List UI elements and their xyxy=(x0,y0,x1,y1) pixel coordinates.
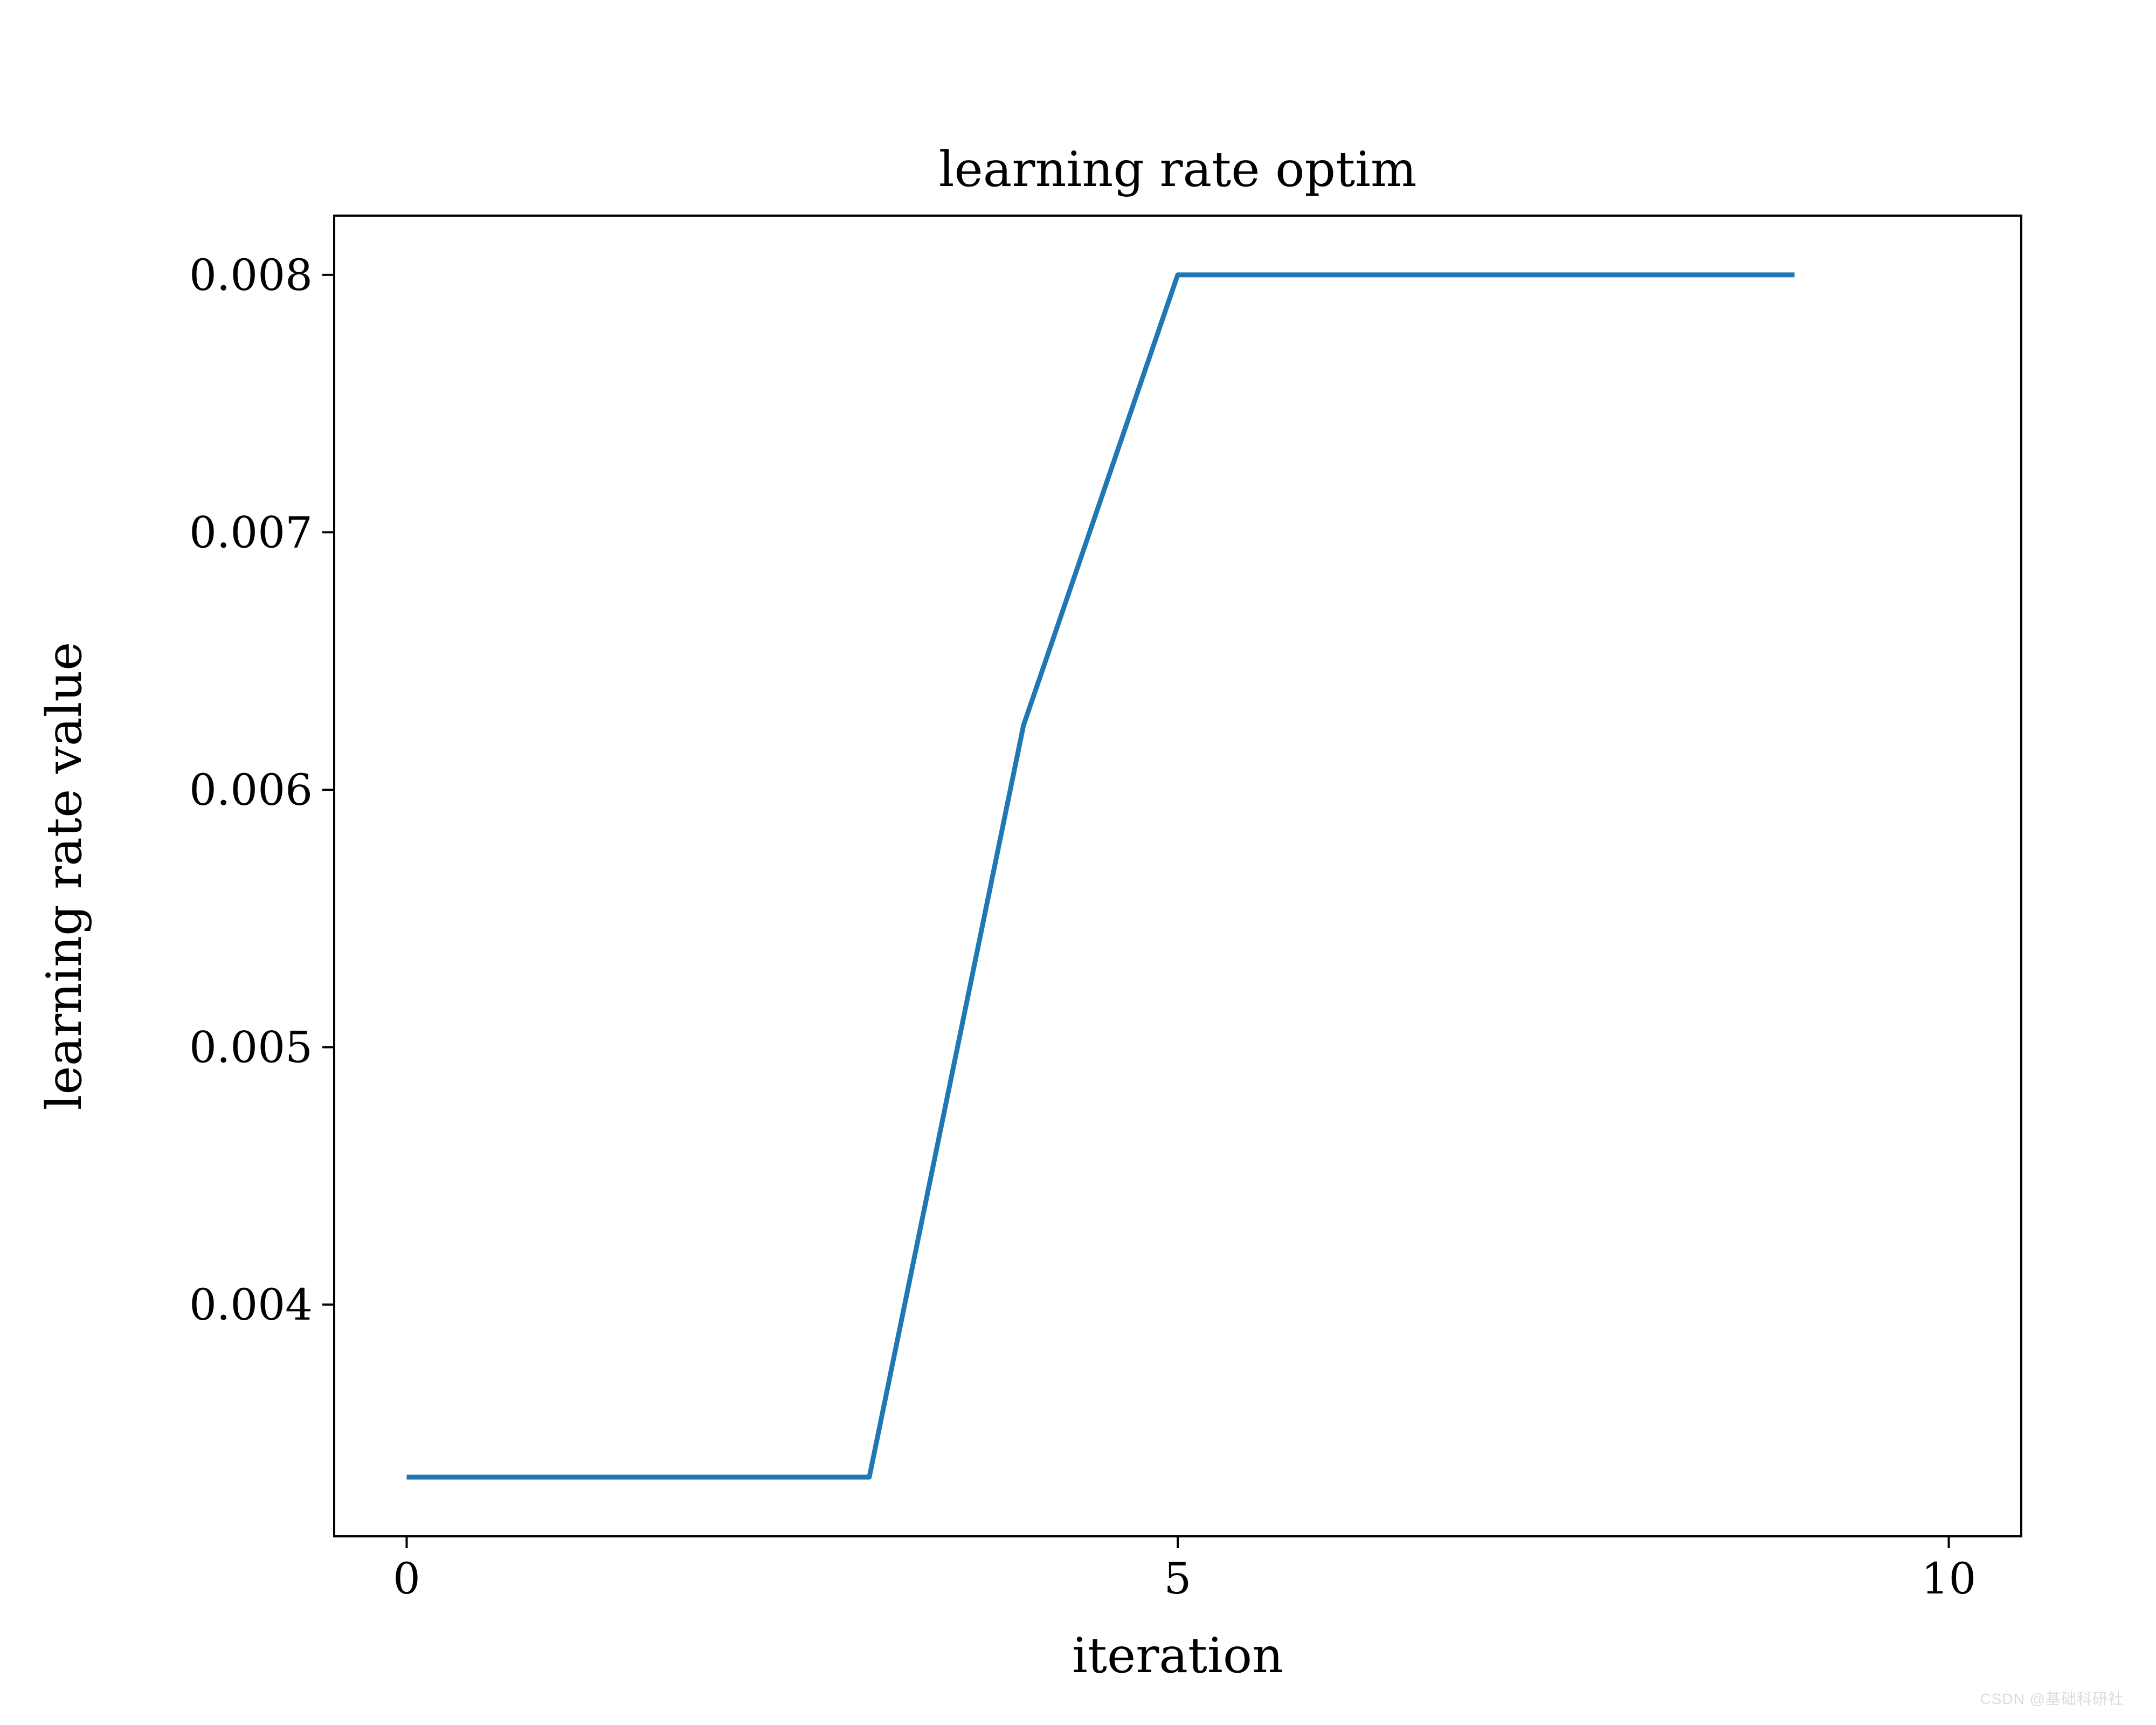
x-tick-label: 10 xyxy=(1922,1554,1977,1604)
y-tick-label: 0.007 xyxy=(189,507,313,557)
chart-title: learning rate optim xyxy=(939,141,1416,198)
x-axis-label: iteration xyxy=(1072,1627,1283,1684)
y-tick-label: 0.004 xyxy=(189,1280,313,1330)
x-tick-label: 5 xyxy=(1164,1554,1192,1604)
chart-root: 0 5 10 0.004 0.005 0.006 0.007 0.008 learning ra… xyxy=(0,0,2156,1725)
y-axis-label: learning rate value xyxy=(36,642,93,1110)
watermark: CSDN @基础科研社 xyxy=(1980,1687,2124,1709)
y-tick-label: 0.008 xyxy=(189,250,313,300)
line-chart: 0 5 10 0.004 0.005 0.006 0.007 0.008 learning ra… xyxy=(0,0,2156,1725)
y-tick-label: 0.006 xyxy=(189,765,313,815)
y-tick-label: 0.005 xyxy=(189,1023,313,1073)
x-tick-label: 0 xyxy=(393,1554,420,1604)
